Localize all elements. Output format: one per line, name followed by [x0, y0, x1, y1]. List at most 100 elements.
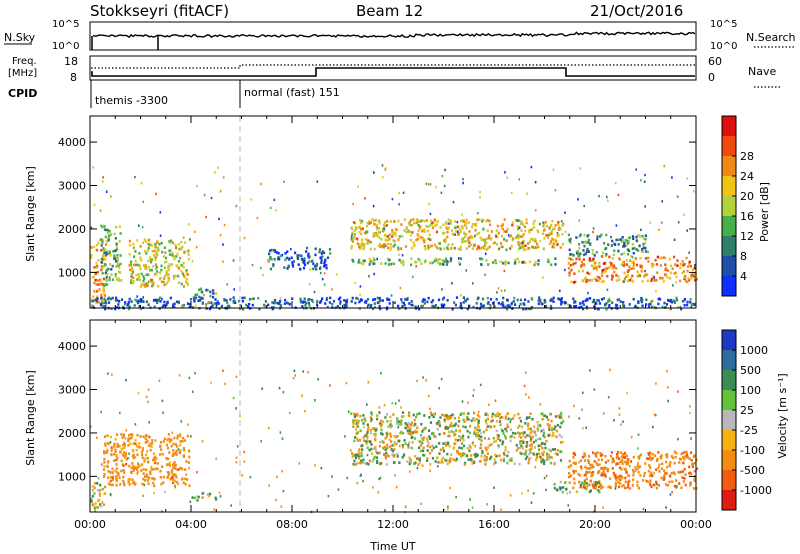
data-cell [151, 250, 154, 253]
data-cell [301, 394, 303, 397]
data-cell [649, 302, 652, 306]
data-cell [460, 238, 464, 241]
data-cell [444, 418, 447, 421]
data-cell [323, 272, 326, 275]
data-cell [453, 417, 456, 420]
data-cell [136, 278, 139, 281]
data-cell [458, 435, 461, 438]
data-cell [122, 464, 125, 467]
data-cell [627, 269, 630, 272]
data-cell [661, 462, 664, 465]
data-cell [176, 436, 179, 440]
data-cell [378, 444, 381, 448]
data-cell [417, 229, 420, 232]
data-cell [440, 377, 443, 381]
data-cell [572, 452, 575, 455]
data-cell [374, 434, 377, 438]
data-cell [553, 246, 556, 249]
data-cell [464, 223, 467, 227]
data-cell [683, 304, 686, 307]
data-cell [256, 216, 259, 220]
data-cell [642, 507, 645, 511]
data-cell [580, 465, 583, 469]
data-cell [667, 386, 669, 389]
data-cell [671, 267, 674, 271]
data-cell [436, 261, 440, 264]
data-cell [381, 229, 384, 233]
nave-trace [91, 64, 695, 69]
data-cell [637, 273, 640, 277]
data-cell [435, 223, 438, 226]
data-cell [598, 262, 601, 265]
data-cell [194, 296, 197, 300]
data-cell [108, 230, 111, 233]
data-cell [447, 415, 450, 418]
colorbar-tick-label: 20 [740, 190, 754, 203]
data-cell [113, 446, 116, 449]
data-cell [655, 279, 658, 282]
data-cell [173, 452, 176, 455]
data-cell [599, 235, 602, 238]
data-cell [165, 443, 169, 447]
data-cell [595, 461, 598, 465]
data-cell [150, 280, 153, 284]
data-cell [138, 304, 141, 308]
data-cell [682, 480, 685, 483]
data-cell [128, 434, 131, 437]
data-cell [114, 469, 117, 473]
data-cell [621, 462, 624, 465]
data-cell [588, 490, 591, 494]
data-cell [114, 237, 117, 240]
data-cell [554, 189, 557, 192]
data-cell [607, 305, 611, 309]
data-cell [401, 456, 404, 459]
data-cell [132, 276, 135, 279]
data-cell [582, 427, 584, 430]
data-cell [554, 257, 557, 260]
data-cell [144, 479, 147, 482]
data-cell [156, 241, 159, 244]
data-cell [587, 459, 590, 462]
data-cell [388, 233, 391, 237]
data-cell [688, 457, 691, 461]
data-cell [585, 280, 588, 284]
colorbar-segment [722, 116, 736, 137]
data-cell [665, 268, 668, 272]
data-cell [600, 486, 603, 490]
data-cell [369, 431, 372, 435]
data-cell [392, 245, 395, 248]
data-cell [684, 473, 687, 476]
data-cell [557, 234, 560, 237]
data-cell [520, 235, 523, 238]
data-cell [185, 280, 188, 284]
data-cell [164, 490, 166, 494]
data-cell [360, 419, 364, 422]
data-cell [524, 452, 527, 455]
data-cell [690, 437, 692, 440]
data-cell [380, 419, 383, 423]
data-cell [542, 414, 545, 417]
data-cell [517, 412, 520, 416]
data-cell [111, 264, 114, 268]
data-cell [356, 297, 359, 300]
data-cell [145, 300, 148, 303]
data-cell [435, 245, 438, 248]
data-cell [632, 251, 635, 255]
data-cell [104, 299, 107, 303]
data-cell [369, 221, 373, 224]
data-cell [476, 298, 479, 301]
data-cell [323, 283, 326, 286]
data-cell [444, 226, 448, 229]
data-cell [171, 241, 174, 245]
data-cell [369, 419, 373, 423]
data-cell [398, 444, 401, 448]
data-cell [457, 257, 460, 260]
data-cell [567, 465, 570, 469]
data-cell [525, 371, 527, 374]
data-cell [102, 285, 105, 289]
data-cell [371, 460, 374, 463]
data-cell [597, 458, 600, 462]
data-cell [165, 303, 168, 307]
data-cell [614, 182, 617, 185]
data-cell [438, 242, 441, 245]
